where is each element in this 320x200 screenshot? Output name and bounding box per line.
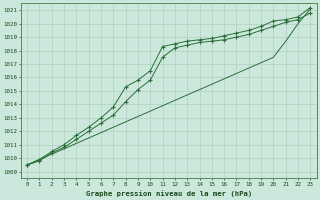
- X-axis label: Graphe pression niveau de la mer (hPa): Graphe pression niveau de la mer (hPa): [86, 190, 252, 197]
